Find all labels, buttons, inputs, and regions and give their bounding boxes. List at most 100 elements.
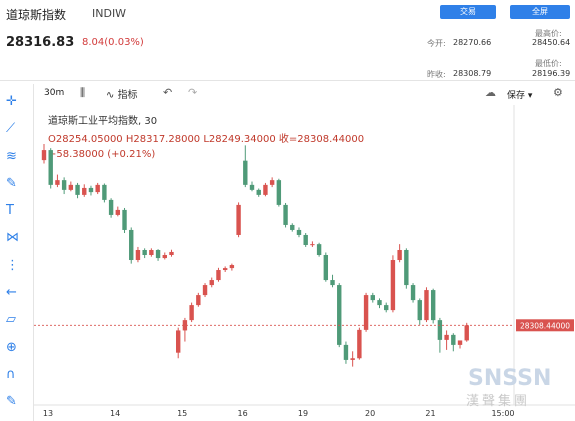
index-name: 道琼斯指数 (6, 8, 67, 22)
cloud-icon[interactable]: ☁ (485, 86, 496, 99)
candle-body (202, 285, 208, 296)
last-price: 28316.83 (6, 35, 75, 50)
legend-title: 道琼斯工业平均指数, 30 (48, 114, 157, 127)
candle-body (437, 320, 443, 340)
candle-body (424, 290, 429, 321)
candle-body (444, 334, 449, 340)
candle-body (135, 249, 141, 261)
candle-body (236, 204, 241, 235)
x-tick-label: 15 (177, 409, 187, 418)
candle-body (61, 180, 67, 190)
candle-body (390, 260, 396, 311)
chart-type-icon[interactable]: ⫼ (80, 86, 86, 99)
candle-body (357, 329, 362, 359)
indicator-button[interactable]: ∿ 指标 (106, 90, 138, 101)
interval-button[interactable]: 30m (44, 88, 65, 98)
candle-body (350, 358, 355, 360)
candle-body (256, 189, 261, 195)
candle-body (316, 244, 322, 256)
undo-button[interactable]: ↶ (163, 86, 173, 99)
candle-body (102, 184, 107, 200)
candle-body (48, 150, 53, 185)
candle-body (310, 244, 315, 246)
candle-body (115, 209, 121, 215)
candle-body (269, 180, 275, 185)
candle-body (122, 209, 127, 230)
candle-body (323, 255, 329, 281)
candle-body (243, 160, 248, 185)
indicator-label: 指标 (117, 90, 138, 101)
last-price-label: 28308.44000 (520, 321, 570, 330)
candle-body (149, 249, 154, 256)
candle-body (55, 180, 60, 185)
x-tick-label: 13 (43, 409, 53, 418)
candle-body (129, 229, 134, 261)
stat-label: 昨收: (427, 70, 446, 79)
price-change: 8.04(0.03%) (82, 37, 144, 48)
candle-body (370, 295, 375, 301)
candle-body (41, 150, 47, 161)
candle-body (209, 280, 214, 286)
candle-body (410, 285, 416, 301)
legend-change: +58.38000 (+0.21%) (48, 149, 155, 160)
candle-body (176, 330, 181, 353)
candle-body (68, 184, 74, 190)
candle-body (330, 280, 335, 286)
save-button[interactable]: 保存 ▾ (507, 91, 533, 101)
candle-body (162, 255, 167, 259)
drawing-tools[interactable]: ✛ ⟋ ≋ ✎ T ⋈ ⋮ ← ▱ ⊕ ∩ ✎ (6, 94, 19, 410)
candle-body (290, 224, 295, 230)
candle-body (451, 334, 456, 345)
watermark-text: 漢聲集團 (466, 393, 530, 409)
candle-body (222, 268, 228, 271)
candle-body (283, 204, 288, 225)
stat-value: 28308.79 (453, 69, 492, 78)
candle-body (155, 249, 161, 259)
trade-button[interactable]: 交易 (440, 5, 496, 19)
candle-body (363, 295, 369, 330)
candle-body (457, 340, 463, 345)
x-tick-label: 19 (298, 409, 308, 418)
legend-ohlc: O28254.05000 H28317.28000 L28249.34000 收… (48, 132, 364, 145)
candle-body (337, 285, 342, 345)
candle-body (249, 184, 255, 190)
candle-body (296, 229, 302, 235)
candle-body (88, 187, 94, 193)
stat-label: 最低价: (535, 59, 562, 68)
candle-body (75, 184, 80, 195)
candle-body (404, 249, 409, 286)
save-label: 保存 (507, 91, 526, 101)
watermark-logo: SNSSN (468, 366, 551, 391)
tool-divider (33, 84, 34, 421)
x-tick-label: 14 (110, 409, 120, 418)
candle-body (142, 249, 147, 256)
candle-body (263, 184, 268, 195)
candle-body (464, 325, 469, 341)
candle-body (303, 234, 308, 245)
candle-body (377, 300, 382, 306)
stat-label: 最高价: (535, 29, 562, 38)
stat-label: 今开: (427, 39, 446, 48)
candle-body (196, 295, 201, 306)
candle-body (216, 270, 221, 281)
x-tick-label: 16 (237, 409, 247, 418)
candle-body (182, 320, 188, 331)
divider (0, 80, 575, 81)
x-tick-label: 15:00 (491, 409, 514, 418)
fullscreen-button[interactable]: 全屏 (510, 5, 570, 19)
x-tick-label: 20 (365, 409, 375, 418)
index-code: INDIW (92, 7, 127, 20)
candle-body (82, 187, 87, 195)
candle-body (229, 265, 235, 269)
candle-body (276, 180, 282, 205)
candle-body (397, 249, 402, 261)
stat-value: 28270.66 (453, 38, 492, 47)
settings-button[interactable]: ⚙ (553, 86, 563, 99)
stat-value: 28450.64 (532, 38, 571, 47)
candle-body (189, 305, 194, 321)
candle-body (343, 344, 349, 360)
candle-body (417, 300, 422, 321)
candle-body (95, 184, 100, 193)
redo-button[interactable]: ↷ (188, 86, 198, 99)
